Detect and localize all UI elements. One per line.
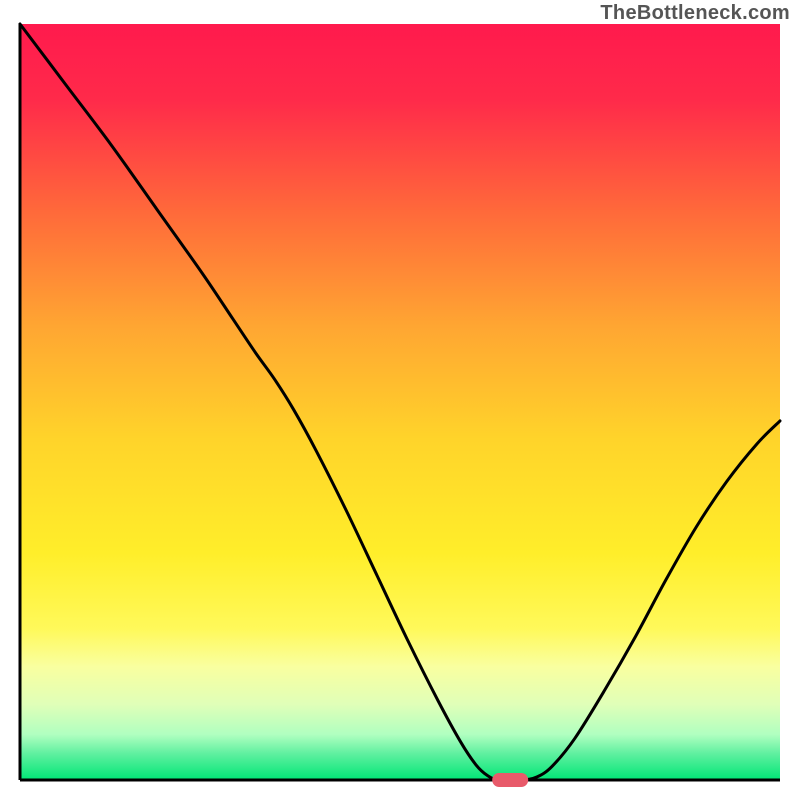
optimal-marker (492, 773, 528, 787)
bottleneck-curve-chart (0, 0, 800, 800)
chart-container: TheBottleneck.com (0, 0, 800, 800)
plot-background-gradient (20, 24, 780, 780)
watermark-text: TheBottleneck.com (600, 2, 790, 25)
